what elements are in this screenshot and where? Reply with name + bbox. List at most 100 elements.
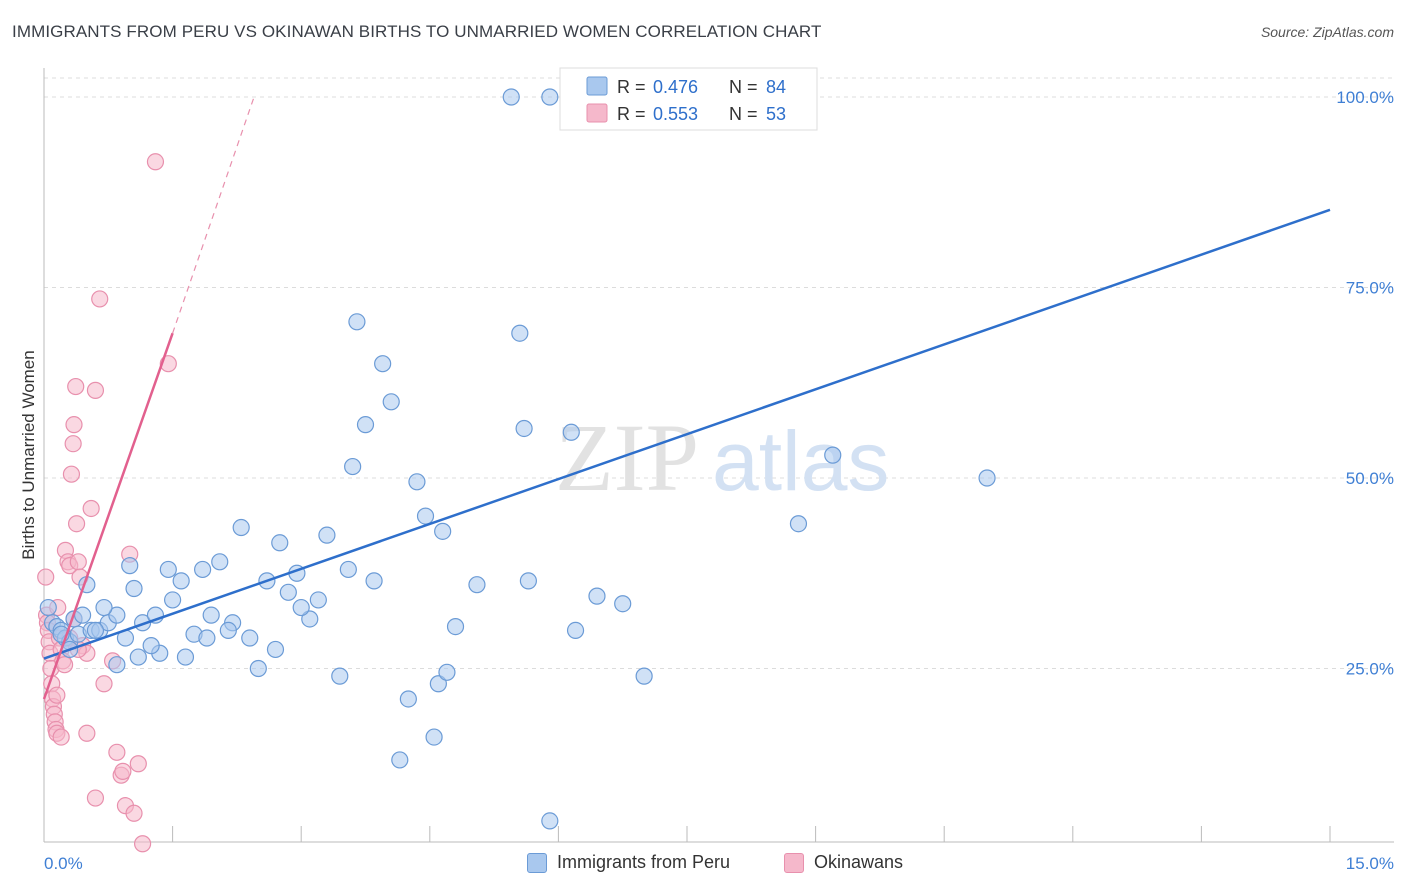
legend-label-peru: Immigrants from Peru [557, 852, 731, 872]
data-point [515, 419, 533, 438]
data-point [133, 835, 152, 853]
y-tick-label: 75.0% [1346, 279, 1394, 298]
data-point [159, 560, 177, 579]
legend-top-pink-n-label: N = [729, 104, 758, 124]
data-point [241, 629, 259, 647]
data-point [37, 568, 55, 586]
data-point [202, 606, 220, 624]
watermark-atlas: atlas [712, 414, 889, 508]
data-point [635, 667, 653, 685]
data-point [502, 88, 520, 106]
data-point [86, 381, 105, 399]
watermark-zip: ZIP [555, 404, 699, 511]
data-point [266, 640, 285, 659]
data-point [121, 557, 139, 575]
data-point [824, 446, 842, 464]
data-point [614, 595, 632, 613]
chart-title: IMMIGRANTS FROM PERU VS OKINAWAN BIRTHS … [12, 22, 822, 41]
data-point [67, 515, 86, 533]
data-point [438, 663, 456, 681]
data-point [142, 637, 160, 655]
legend-item-peru[interactable]: Immigrants from Peru [527, 852, 730, 873]
legend-item-okinawans[interactable]: Okinawans [784, 852, 903, 873]
peru-points [39, 88, 996, 830]
data-point [125, 804, 143, 822]
data-point [271, 534, 289, 552]
data-point [519, 572, 537, 590]
trend-line-peru [43, 208, 1331, 660]
data-point [416, 507, 435, 525]
legend-top-pink-r-label: R = [617, 104, 646, 124]
data-point [408, 473, 426, 491]
data-point [318, 526, 336, 544]
trend-line-okinawans-extension [172, 96, 255, 334]
data-point [125, 579, 143, 598]
data-point [978, 469, 996, 487]
data-point [194, 560, 212, 579]
legend-label-okinawans: Okinawans [814, 852, 904, 872]
data-point [219, 621, 237, 640]
data-point [562, 423, 580, 441]
legend-top-pink-n-value: 53 [766, 104, 786, 124]
legend-bottom: Immigrants from Peru Okinawans [0, 852, 1406, 878]
trend-lines [42, 96, 1331, 700]
source-label: Source: ZipAtlas.com [1260, 24, 1394, 40]
data-point [541, 812, 559, 830]
data-point [365, 572, 383, 590]
data-point [468, 576, 486, 594]
legend-swatch-okinawans [784, 852, 804, 873]
data-point [382, 393, 400, 411]
data-point [108, 656, 126, 674]
data-point [301, 610, 319, 628]
data-point [114, 762, 132, 780]
data-point [95, 675, 113, 693]
y-tick-label: 50.0% [1346, 469, 1394, 488]
gridlines [44, 77, 1394, 669]
data-point [391, 751, 409, 769]
okinawans-points [37, 153, 177, 853]
data-point [339, 560, 357, 579]
legend-top-blue-swatch [586, 76, 608, 96]
data-point [65, 416, 83, 434]
x-tick-max: 15.0% [1346, 854, 1394, 873]
y-tick-label: 25.0% [1346, 660, 1394, 679]
data-point [95, 598, 113, 617]
data-point [511, 324, 529, 342]
data-point [588, 587, 606, 605]
data-point [69, 553, 87, 571]
data-point [566, 621, 585, 640]
data-point [52, 728, 70, 746]
data-point [309, 591, 327, 609]
axes [43, 68, 1394, 843]
legend-swatch-peru [527, 852, 547, 873]
legend-top-blue-n-value: 84 [766, 77, 786, 97]
data-point [198, 629, 216, 647]
data-point [64, 435, 82, 453]
data-point [67, 377, 85, 396]
data-point [429, 675, 447, 693]
data-point [39, 598, 57, 617]
data-point [86, 789, 105, 807]
legend-top-blue-r-label: R = [617, 77, 646, 97]
data-point [211, 553, 229, 571]
data-point [399, 690, 417, 708]
legend-top-blue-r-value: 0.476 [653, 77, 698, 97]
data-point [78, 724, 96, 742]
data-point [62, 465, 81, 483]
data-point [73, 606, 92, 624]
data-point [172, 572, 190, 590]
y-axis-label: Births to Unmarried Women [19, 350, 38, 559]
legend-top: R = 0.476 N = 84 R = 0.553 N = 53 [559, 67, 818, 131]
data-point [331, 667, 349, 685]
data-point [129, 755, 147, 773]
y-tick-label: 100.0% [1336, 88, 1394, 107]
data-point [292, 598, 310, 617]
data-point [434, 522, 452, 540]
legend-top-pink-swatch [586, 103, 608, 123]
legend-top-pink-r-value: 0.553 [653, 104, 698, 124]
trend-line-okinawans [42, 332, 174, 700]
data-point [425, 728, 443, 746]
data-point [356, 416, 375, 434]
data-point [279, 583, 297, 601]
